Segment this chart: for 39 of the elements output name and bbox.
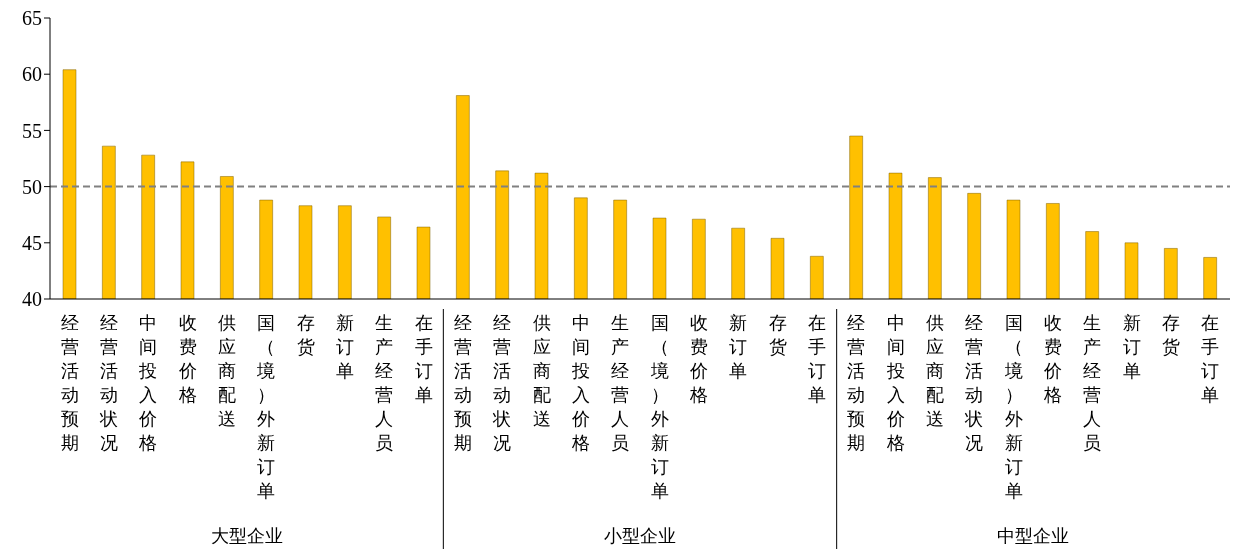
x-tick-label: 中间投入价格	[571, 313, 590, 453]
x-tick-label: 生产经营人员	[1083, 313, 1102, 453]
x-tick-label: 供应商配送	[218, 313, 236, 429]
x-tick-label: 经营活动预期	[847, 313, 866, 453]
x-tick-label: 经营活动预期	[454, 313, 472, 453]
x-tick-label: 经营活动预期	[60, 313, 79, 453]
x-tick-label: 收费价格	[689, 313, 708, 405]
x-tick-label: 供应商配送	[926, 313, 944, 429]
x-tick-label: 生产经营人员	[375, 313, 394, 453]
x-tick-label: 新订单	[729, 313, 748, 381]
x-tick-label: 新订单	[336, 313, 354, 381]
x-tick-label: 中间投入价格	[885, 313, 905, 453]
x-tick-label: 存货	[1162, 313, 1180, 357]
y-tick-label: 45	[22, 231, 42, 254]
x-tick-label: 供应商配送	[532, 313, 551, 429]
x-tick-label: 经营活动状况	[964, 313, 984, 453]
y-tick-label: 40	[22, 288, 42, 311]
x-tick-label: 收费价格	[1043, 313, 1062, 405]
x-tick-label: 国（境）外新订单	[1003, 313, 1023, 501]
x-tick-label: 在手订单	[1201, 313, 1220, 405]
y-tick-label: 60	[22, 63, 42, 86]
x-tick-label: 经营活动状况	[492, 313, 512, 453]
x-tick-label: 在手订单	[414, 313, 433, 405]
x-tick-label: 存货	[296, 313, 315, 357]
text: 中型企业	[997, 526, 1070, 546]
text: 小型企业	[604, 526, 676, 546]
x-tick-label: 中间投入价格	[138, 313, 158, 453]
x-tick-label: 存货	[768, 313, 787, 357]
x-tick-label: 新订单	[1122, 313, 1141, 381]
y-tick-label: 65	[22, 7, 42, 30]
y-tick-label: 55	[22, 119, 42, 142]
x-tick-label: 收费价格	[177, 313, 197, 405]
y-tick-label: 50	[22, 175, 42, 198]
x-tick-label: 国（境）外新订单	[649, 313, 669, 501]
x-tick-label: 生产经营人员	[611, 313, 630, 453]
text: 大型企业	[210, 526, 283, 546]
x-tick-label: 经营活动状况	[99, 313, 118, 453]
x-tick-label: 在手订单	[808, 313, 826, 405]
x-tick-label: 国（境）外新订单	[256, 313, 276, 501]
